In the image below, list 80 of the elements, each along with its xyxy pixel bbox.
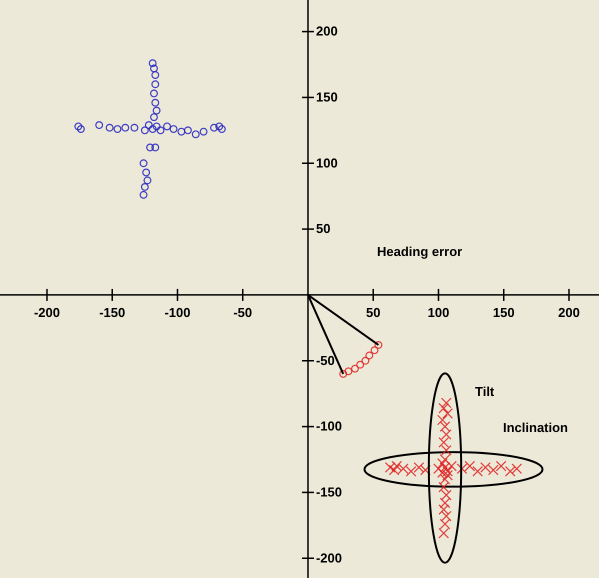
point <box>504 466 516 477</box>
x-tick-label: 200 <box>558 304 580 320</box>
point <box>106 124 114 132</box>
point <box>95 121 104 130</box>
point <box>210 124 218 132</box>
point <box>192 130 200 138</box>
point <box>374 341 382 349</box>
point <box>121 124 130 132</box>
y-tick-label: 100 <box>316 155 338 170</box>
point <box>170 125 178 133</box>
point <box>150 90 158 98</box>
point <box>344 367 352 376</box>
y-tick-label: -100 <box>316 418 342 434</box>
point <box>456 463 468 474</box>
point <box>151 144 160 152</box>
point <box>388 464 400 476</box>
point <box>406 466 416 477</box>
point <box>148 59 157 68</box>
point <box>215 122 224 130</box>
point <box>146 144 154 152</box>
x-tick-label: -150 <box>99 304 126 320</box>
point <box>151 98 160 107</box>
point <box>398 463 409 474</box>
point <box>144 121 153 130</box>
point <box>140 126 149 134</box>
point <box>480 462 491 473</box>
point <box>130 124 138 132</box>
point <box>144 176 152 184</box>
point <box>391 460 402 472</box>
annotation: Heading error <box>377 244 462 259</box>
point <box>511 463 522 474</box>
x-tick-label: 100 <box>428 304 450 320</box>
point <box>152 122 161 130</box>
point <box>76 125 85 133</box>
y-tick-label: 150 <box>316 89 338 104</box>
point <box>140 183 149 191</box>
point <box>433 463 444 474</box>
x-tick-label: 50 <box>366 304 380 320</box>
point <box>420 464 431 476</box>
annotation: Tilt <box>475 384 495 399</box>
point <box>156 126 164 134</box>
point <box>184 126 192 134</box>
point <box>496 460 506 472</box>
point <box>464 460 476 472</box>
point <box>414 462 424 473</box>
point <box>351 364 359 373</box>
point <box>150 64 158 72</box>
y-tick-label: 200 <box>316 24 338 39</box>
point <box>361 356 370 365</box>
point <box>472 466 483 477</box>
point <box>370 346 378 354</box>
y-tick-label: -200 <box>316 550 342 566</box>
x-tick-label: -200 <box>34 304 60 320</box>
y-tick-label: 50 <box>316 221 330 236</box>
y-tick-label: -150 <box>316 484 342 500</box>
point <box>339 370 348 378</box>
point <box>356 360 364 369</box>
point <box>140 190 148 199</box>
point <box>151 71 160 79</box>
x-tick-label: -50 <box>233 304 252 320</box>
point <box>163 122 171 130</box>
point <box>488 464 499 476</box>
point <box>384 462 396 473</box>
point <box>218 125 226 133</box>
point <box>74 122 82 130</box>
point <box>152 106 161 115</box>
point <box>140 159 148 168</box>
point <box>113 125 122 133</box>
point <box>142 168 150 176</box>
point <box>177 128 186 136</box>
point <box>200 128 208 136</box>
x-tick-label: -100 <box>164 304 190 320</box>
y-tick-label: -50 <box>316 352 335 368</box>
point <box>151 80 160 88</box>
point <box>150 113 158 122</box>
point <box>148 125 157 133</box>
point <box>446 460 457 472</box>
annotation: Inclination <box>503 420 568 435</box>
x-tick-label: 150 <box>492 304 515 320</box>
point <box>365 352 374 360</box>
